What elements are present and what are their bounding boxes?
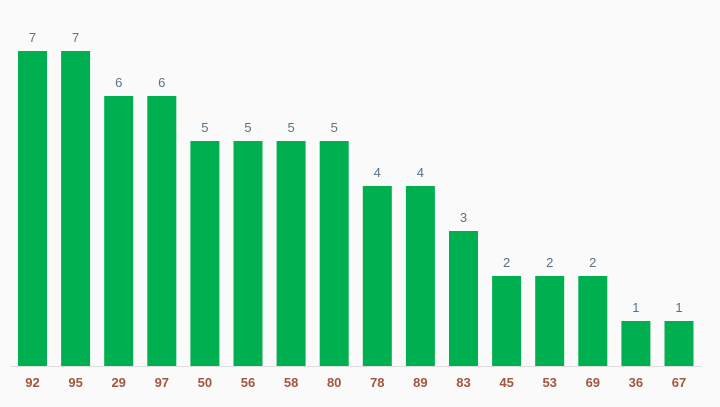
x-tick-label: 78 (370, 375, 384, 390)
bar-value-label: 1 (632, 300, 639, 315)
bar-value-label: 2 (589, 255, 596, 270)
bars-group (18, 51, 694, 366)
x-tick-label: 50 (198, 375, 212, 390)
bar-56 (233, 141, 263, 366)
x-tick-label: 80 (327, 375, 341, 390)
bar-83 (449, 231, 478, 366)
bar-value-label: 4 (417, 165, 424, 180)
bar-80 (319, 141, 349, 366)
bar-value-label: 5 (244, 120, 251, 135)
bar-value-label: 3 (460, 210, 467, 225)
bar-89 (405, 186, 435, 366)
x-tick-label: 29 (111, 375, 125, 390)
value-labels-group: 7 7 6 6 5 5 5 5 4 4 3 2 2 2 1 1 (29, 30, 683, 315)
x-tick-label: 53 (542, 375, 556, 390)
bar-45 (492, 276, 522, 366)
bar-value-label: 5 (331, 120, 338, 135)
bar-67 (664, 321, 694, 366)
x-tick-label: 97 (155, 375, 169, 390)
bar-value-label: 7 (29, 30, 36, 45)
bar-78 (362, 186, 392, 366)
bar-50 (190, 141, 220, 366)
x-tick-label: 56 (241, 375, 255, 390)
x-tick-label: 58 (284, 375, 298, 390)
bar-36 (621, 321, 651, 366)
x-tick-label: 83 (456, 375, 470, 390)
bar-value-label: 6 (158, 75, 165, 90)
x-tick-label: 69 (586, 375, 600, 390)
bar-69 (578, 276, 608, 366)
bar-value-label: 2 (503, 255, 510, 270)
bar-value-label: 5 (201, 120, 208, 135)
x-tick-label: 92 (25, 375, 39, 390)
bar-95 (61, 51, 91, 366)
bar-58 (276, 141, 306, 366)
bar-97 (147, 96, 177, 366)
bar-value-label: 5 (287, 120, 294, 135)
bar-value-label: 1 (675, 300, 682, 315)
bar-92 (18, 51, 47, 366)
x-tick-label: 67 (672, 375, 686, 390)
bar-value-label: 4 (374, 165, 381, 180)
bar-29 (104, 96, 134, 366)
x-tick-label: 45 (499, 375, 513, 390)
category-labels-group: 92 95 29 97 50 56 58 80 78 89 83 45 53 69 36 67 (25, 375, 686, 390)
x-tick-label: 95 (68, 375, 82, 390)
bar-value-label: 7 (72, 30, 79, 45)
x-tick-label: 36 (629, 375, 643, 390)
bar-53 (535, 276, 565, 366)
bar-value-label: 2 (546, 255, 553, 270)
bar-value-label: 6 (115, 75, 122, 90)
x-tick-label: 89 (413, 375, 427, 390)
